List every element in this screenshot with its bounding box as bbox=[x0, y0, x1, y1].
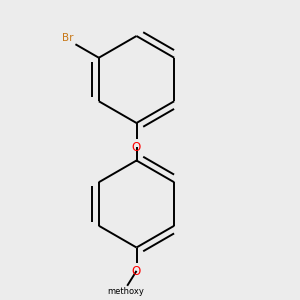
Text: O: O bbox=[132, 141, 141, 154]
Text: methoxy: methoxy bbox=[107, 287, 144, 296]
Text: Br: Br bbox=[62, 33, 74, 43]
Text: O: O bbox=[132, 265, 141, 278]
